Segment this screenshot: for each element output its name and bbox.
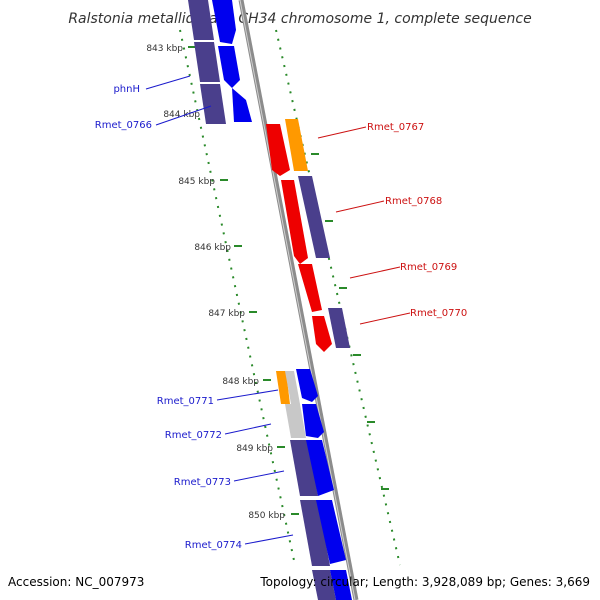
cds-feature[interactable] — [302, 404, 324, 438]
cds-feature[interactable] — [218, 46, 240, 88]
tick-label: 850 kbp — [248, 511, 285, 521]
gene-cluster-lower-left — [276, 369, 352, 600]
right-tick-marks — [311, 153, 389, 490]
gene-feature[interactable] — [200, 84, 226, 124]
tick-label: 843 kbp — [146, 44, 183, 54]
cds-feature[interactable] — [306, 440, 334, 496]
right-dotted-guide — [275, 29, 401, 566]
gene-feature[interactable] — [298, 176, 330, 258]
chromosome-backbone — [238, 0, 359, 600]
gene-feature[interactable] — [188, 0, 214, 40]
gene-label-rmet-0774[interactable]: Rmet_0774 — [185, 540, 242, 551]
gene-cluster-upper-left — [188, 0, 252, 124]
tick-label: 849 kbp — [236, 444, 273, 454]
cds-feature[interactable] — [316, 500, 346, 564]
tick-label: 847 kbp — [208, 309, 245, 319]
cds-feature[interactable] — [298, 264, 322, 312]
gene-label-rmet-0773[interactable]: Rmet_0773 — [174, 477, 231, 488]
gene-label-rmet-0767[interactable]: Rmet_0767 — [367, 122, 424, 133]
callout-lines-left — [145, 75, 294, 545]
gene-cluster-middle-right — [266, 119, 350, 352]
gene-label-rmet-0769[interactable]: Rmet_0769 — [400, 262, 457, 273]
cds-feature[interactable] — [232, 88, 252, 122]
cds-feature[interactable] — [330, 570, 352, 600]
chromosome-backbone-highlight — [239, 0, 356, 600]
cds-feature[interactable] — [312, 316, 332, 352]
tick-label: 845 kbp — [178, 177, 215, 187]
gene-feature[interactable] — [285, 404, 306, 438]
cds-feature[interactable] — [296, 369, 318, 402]
tick-label: 848 kbp — [222, 377, 259, 387]
gene-label-rmet-0766[interactable]: Rmet_0766 — [95, 120, 152, 131]
tick-label: 846 kbp — [194, 243, 231, 253]
gene-feature[interactable] — [290, 440, 318, 496]
gene-label-phnH[interactable]: phnH — [113, 84, 140, 95]
map-title: Ralstonia metallidurans CH34 chromosome … — [68, 11, 531, 27]
gene-feature[interactable] — [285, 119, 308, 171]
gene-label-rmet-0772[interactable]: Rmet_0772 — [165, 430, 222, 441]
accession-label: Accession: NC_007973 — [8, 575, 144, 589]
cds-feature[interactable] — [266, 124, 290, 176]
gene-label-rmet-0768[interactable]: Rmet_0768 — [385, 196, 442, 207]
gene-feature[interactable] — [312, 570, 336, 600]
topology-summary: Topology: circular; Length: 3,928,089 bp… — [259, 575, 590, 589]
gene-feature[interactable] — [285, 371, 300, 404]
gene-feature[interactable] — [328, 308, 350, 348]
left-dotted-guide — [179, 29, 296, 566]
cds-feature[interactable] — [212, 0, 236, 44]
gene-feature[interactable] — [300, 500, 330, 566]
gene-label-rmet-0770[interactable]: Rmet_0770 — [410, 308, 467, 319]
gene-feature[interactable] — [194, 42, 220, 82]
cds-feature[interactable] — [281, 180, 308, 264]
callout-lines-right — [317, 126, 411, 325]
gene-label-rmet-0771[interactable]: Rmet_0771 — [157, 396, 214, 407]
tick-label: 844 kbp — [163, 110, 200, 120]
